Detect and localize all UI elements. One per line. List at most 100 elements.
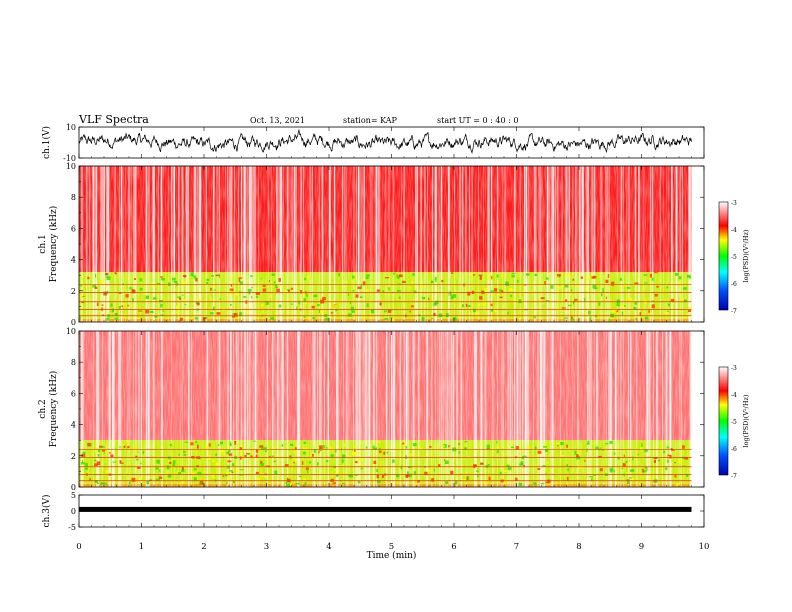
spectrum-mottle-cell	[352, 451, 357, 456]
spectrum-mottle-cell	[671, 449, 675, 451]
spectrum-mottle-cell	[351, 310, 355, 313]
spectrum-mottle-cell	[302, 478, 306, 482]
spectrum-mottle-cell	[246, 309, 249, 314]
spectrum-mottle-cell	[161, 278, 165, 281]
spectrum-mottle-cell	[507, 466, 512, 471]
spectrum-mottle-cell	[210, 288, 212, 291]
spectrum-mottle-cell	[624, 305, 626, 307]
spectrum-mottle-cell	[593, 474, 597, 476]
spectrum-mottle-cell	[283, 290, 288, 293]
spectrum-mottle-cell	[651, 277, 654, 281]
spectrum-mottle-cell	[515, 477, 518, 481]
spectrum-mottle-cell	[557, 286, 562, 289]
spectrum-mottle-cell	[381, 461, 384, 463]
spectrum-mottle-cell	[167, 474, 172, 478]
spectrum-mottle-cell	[229, 277, 232, 281]
spectrum-mottle-cell	[195, 441, 198, 444]
spectrum-mottle-cell	[205, 282, 209, 284]
ylabel: Frequency (kHz)	[48, 371, 59, 448]
spectrum-mottle-cell	[376, 441, 381, 443]
spectrum-mottle-cell	[431, 453, 433, 457]
spectrum-mottle-cell	[587, 440, 590, 444]
spectrum-mottle-cell	[626, 461, 631, 465]
spectrum-mottle-cell	[121, 302, 125, 305]
spectrum-mottle-cell	[435, 279, 437, 283]
spectrum-mottle-cell	[501, 274, 503, 278]
spectrum-mottle-cell	[276, 288, 280, 292]
spectrum-mottle-cell	[289, 455, 292, 457]
spectrum-mottle-cell	[160, 303, 163, 308]
spectrum-mottle-cell	[87, 276, 90, 280]
spectrum-mottle-cell	[460, 303, 464, 306]
spectrum-mottle-cell	[639, 482, 642, 486]
spectrum-mottle-cell	[572, 300, 575, 305]
spectrum-mottle-cell	[396, 274, 398, 278]
spectrum-mottle-cell	[667, 310, 669, 312]
spectrum-mottle-cell	[689, 276, 691, 279]
spectrum-mottle-cell	[230, 284, 233, 287]
spectrum-mottle-cell	[342, 482, 346, 485]
spectrum-mottle-cell	[231, 471, 234, 474]
spectrum-mottle-cell	[290, 303, 294, 305]
spectrum-mottle-cell	[592, 284, 597, 289]
spectrum-mottle-cell	[328, 445, 331, 450]
spectrum-mottle-cell	[238, 278, 241, 282]
spectrum-mottle	[81, 440, 689, 488]
spectrum-mottle-cell	[215, 453, 218, 456]
spectrum-mottle-cell	[635, 317, 638, 321]
spectrum-mottle-cell	[206, 278, 210, 281]
spectrum-mottle-cell	[322, 296, 324, 298]
spectrum-mottle-cell	[268, 294, 271, 298]
spectrum-mottle-cell	[333, 304, 337, 308]
spectrum-mottle-cell	[135, 455, 138, 458]
spectrum-mottle-cell	[400, 465, 402, 470]
spectrum-mottle-cell	[421, 296, 426, 300]
spectrum-mottle-cell	[344, 281, 348, 283]
spectrum-mottle-cell	[409, 453, 413, 456]
spectrum-mottle-cell	[357, 481, 361, 484]
spectrum-mottle-cell	[122, 443, 125, 446]
spectrum-mottle-cell	[87, 442, 91, 447]
spectrum-mottle-cell	[178, 297, 182, 300]
spectrum-mottle-cell	[357, 451, 361, 454]
spectrum-mottle-cell	[503, 481, 507, 484]
spectrum-mottle-cell	[609, 317, 613, 319]
spectrum-mottle-cell	[376, 474, 379, 479]
spectrum-mottle-cell	[127, 446, 130, 449]
spectrum-mottle-cell	[438, 313, 443, 318]
spectrum-mottle-cell	[264, 450, 267, 453]
spectrum-mottle-cell	[478, 274, 483, 277]
spectrum-mottle-cell	[401, 280, 406, 283]
spectrum-mottle-cell	[131, 278, 133, 282]
spectrum-mottle-cell	[182, 281, 186, 285]
spectrum-mottle-cell	[308, 461, 312, 464]
spectrum-mottle-cell	[80, 284, 82, 287]
spectrum-mottle-cell	[428, 297, 430, 301]
spectrum-mottle-cell	[465, 303, 468, 308]
colorbar-tick-label: -3	[731, 200, 737, 207]
spectrum-mottle-cell	[661, 459, 663, 462]
spectrum-mottle-cell	[545, 448, 549, 452]
spectrum-mottle-cell	[129, 287, 134, 290]
spectrum-mottle-cell	[323, 444, 325, 449]
spectrum-mottle-cell	[366, 303, 369, 308]
spectrum-mottle-cell	[275, 284, 279, 289]
spectrum-mottle-cell	[145, 309, 150, 314]
spectrum-mottle-cell	[508, 288, 513, 292]
spectrum-mottle-cell	[681, 456, 685, 459]
spectrum-mottle-cell	[239, 474, 244, 476]
spectrum-mottle-cell	[224, 474, 228, 477]
spectrum-mottle-cell	[681, 297, 684, 301]
spectrum-mottle-cell	[684, 457, 689, 460]
spectrum-mottle-cell	[131, 289, 136, 294]
spectrum-mottle-cell	[239, 447, 243, 450]
spectrum-mottle-cell	[184, 441, 189, 443]
spectrum-mottle-cell	[613, 452, 616, 455]
spectrum-mottle-cell	[248, 291, 251, 295]
spectrum-mottle-cell	[683, 315, 686, 319]
spectrum-mottle-cell	[296, 306, 298, 311]
spectrum-mottle-cell	[90, 443, 92, 446]
spectrum-mottle-cell	[397, 275, 400, 279]
spectrum-mottle-cell	[325, 317, 329, 321]
